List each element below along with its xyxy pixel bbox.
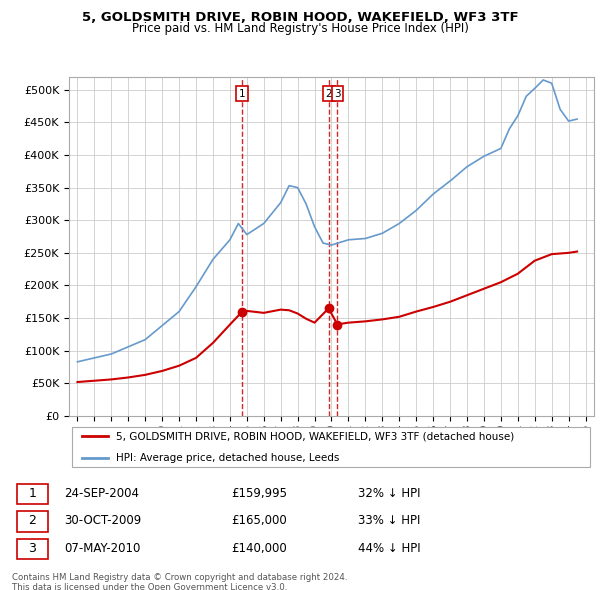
Text: 44% ↓ HPI: 44% ↓ HPI xyxy=(358,542,420,555)
FancyBboxPatch shape xyxy=(71,427,590,467)
Text: 1: 1 xyxy=(28,487,36,500)
Text: £140,000: £140,000 xyxy=(231,542,287,555)
Text: £165,000: £165,000 xyxy=(231,514,287,527)
Text: 2: 2 xyxy=(325,88,332,99)
Text: 2: 2 xyxy=(28,514,36,527)
Text: Price paid vs. HM Land Registry's House Price Index (HPI): Price paid vs. HM Land Registry's House … xyxy=(131,22,469,35)
Text: 1: 1 xyxy=(239,88,245,99)
Text: 33% ↓ HPI: 33% ↓ HPI xyxy=(358,514,420,527)
Text: 30-OCT-2009: 30-OCT-2009 xyxy=(64,514,141,527)
Text: 07-MAY-2010: 07-MAY-2010 xyxy=(64,542,140,555)
FancyBboxPatch shape xyxy=(17,512,48,532)
Text: Contains HM Land Registry data © Crown copyright and database right 2024.: Contains HM Land Registry data © Crown c… xyxy=(12,573,347,582)
Text: 3: 3 xyxy=(334,88,341,99)
Text: 32% ↓ HPI: 32% ↓ HPI xyxy=(358,487,420,500)
Text: 3: 3 xyxy=(28,542,36,555)
Text: This data is licensed under the Open Government Licence v3.0.: This data is licensed under the Open Gov… xyxy=(12,583,287,590)
Text: HPI: Average price, detached house, Leeds: HPI: Average price, detached house, Leed… xyxy=(116,453,340,463)
FancyBboxPatch shape xyxy=(17,484,48,504)
Text: 24-SEP-2004: 24-SEP-2004 xyxy=(64,487,139,500)
FancyBboxPatch shape xyxy=(17,539,48,559)
Text: 5, GOLDSMITH DRIVE, ROBIN HOOD, WAKEFIELD, WF3 3TF (detached house): 5, GOLDSMITH DRIVE, ROBIN HOOD, WAKEFIEL… xyxy=(116,431,515,441)
Text: £159,995: £159,995 xyxy=(231,487,287,500)
Text: 5, GOLDSMITH DRIVE, ROBIN HOOD, WAKEFIELD, WF3 3TF: 5, GOLDSMITH DRIVE, ROBIN HOOD, WAKEFIEL… xyxy=(82,11,518,24)
